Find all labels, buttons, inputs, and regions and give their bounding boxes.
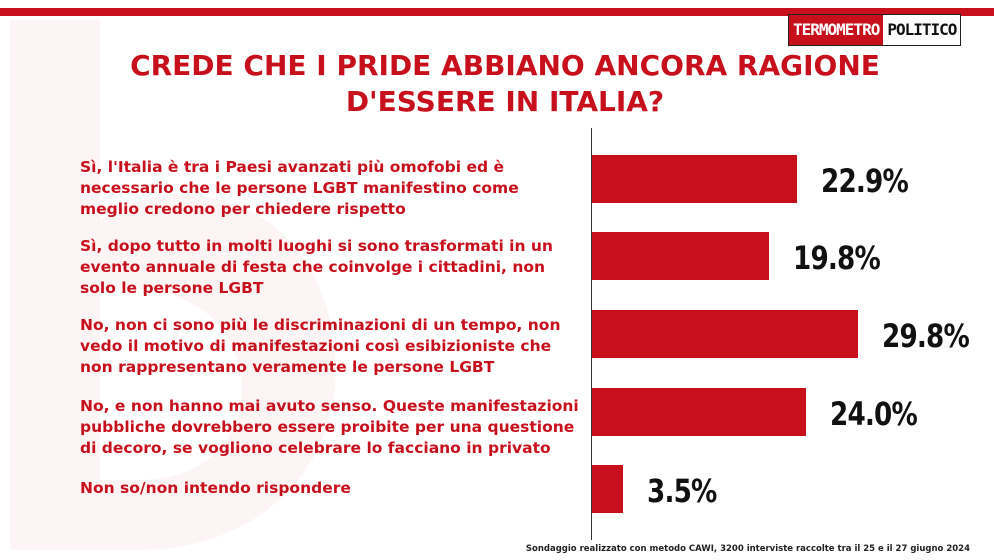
logo-part-white: POLITICO: [883, 15, 961, 45]
category-label-5: Non so/non intendo rispondere: [80, 479, 351, 497]
watermark-logo: [10, 20, 336, 550]
bar-1: [592, 155, 797, 203]
bar-value-label-2: 19.8%: [792, 239, 881, 277]
chart-title-line-1: CREDE CHE I PRIDE ABBIANO ANCORA RAGIONE: [130, 49, 880, 82]
bar-2: [592, 232, 769, 280]
bar-value-label-1: 22.9%: [820, 162, 909, 200]
bar-value-label-5: 3.5%: [647, 472, 717, 510]
bar-3: [592, 310, 859, 358]
category-label-2: Sì, dopo tutto in molti luoghi si sono t…: [80, 237, 553, 297]
survey-footnote: Sondaggio realizzato con metodo CAWI, 32…: [525, 544, 970, 554]
bar-value-label-3: 29.8%: [882, 317, 970, 355]
chart-title-line-2: D'ESSERE IN ITALIA?: [345, 85, 665, 118]
category-label-4: No, e non hanno mai avuto senso. Queste …: [80, 397, 579, 457]
chart-axis-line: [591, 128, 592, 540]
category-label-3: No, non ci sono più le discriminazioni d…: [80, 316, 561, 376]
category-label-1: Sì, l'Italia è tra i Paesi avanzati più …: [80, 158, 519, 218]
bar-value-label-4: 24.0%: [830, 395, 918, 433]
chart-title: CREDE CHE I PRIDE ABBIANO ANCORA RAGIONE…: [90, 48, 920, 120]
top-accent-bar: [0, 8, 994, 16]
bar-4: [592, 388, 807, 436]
termometro-politico-logo: TERMOMETRO POLITICO: [788, 14, 962, 46]
logo-part-red: TERMOMETRO: [789, 15, 884, 45]
bar-5: [592, 465, 624, 513]
